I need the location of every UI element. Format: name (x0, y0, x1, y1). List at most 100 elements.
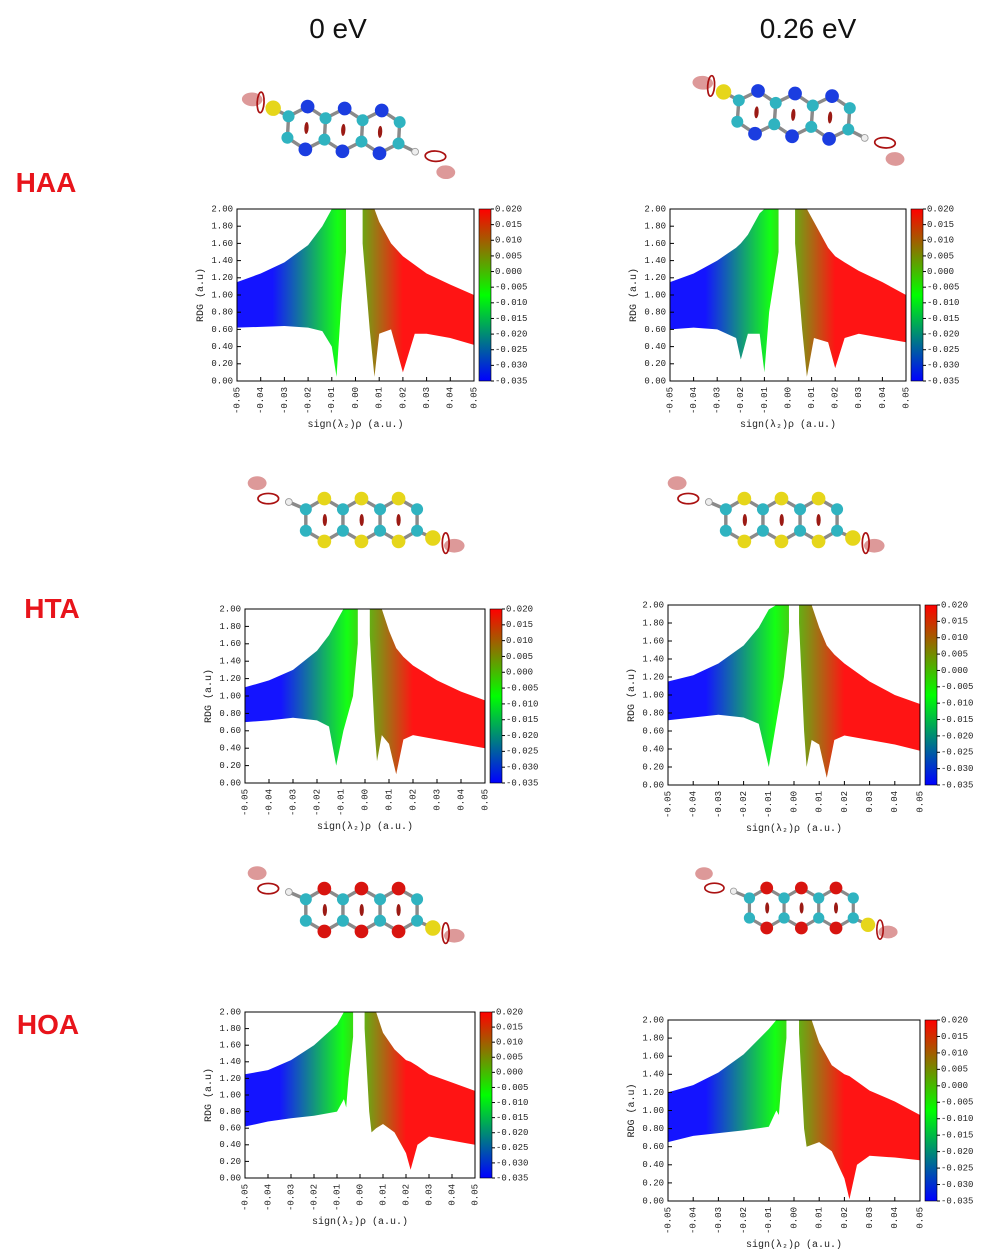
x-axis-label: sign(λ₂)ρ (a.u.) (746, 1239, 842, 1251)
colorbar-tick-label: 0.015 (941, 1032, 968, 1042)
y-tick-label: 0.80 (642, 708, 664, 718)
rdg-band (668, 605, 920, 778)
colorbar-tick-label: 0.015 (941, 617, 968, 627)
y-tick-label: 1.40 (642, 654, 664, 664)
y-tick-label: 1.60 (642, 636, 664, 646)
x-tick-label: -0.03 (714, 791, 724, 818)
y-tick-label: 1.40 (219, 657, 241, 667)
x-tick-label: -0.04 (264, 789, 274, 816)
colorbar-tick-label: -0.005 (941, 1098, 973, 1108)
colorbar-tick-label: -0.015 (927, 314, 959, 324)
figure: 0 eV 0.26 eV HAA HTA HOA -0.05-0.04-0.03… (0, 0, 983, 1252)
y-tick-label: 1.80 (642, 1033, 664, 1043)
y-tick-label: 2.00 (642, 1015, 664, 1025)
y-tick-label: 1.80 (211, 222, 233, 232)
x-tick-label: 0.03 (854, 387, 864, 409)
colorbar (490, 609, 502, 783)
rdg-band (668, 1020, 920, 1199)
colorbar-tick-label: 0.015 (506, 620, 533, 630)
y-tick-label: 1.60 (219, 1041, 241, 1051)
colorbar-tick-label: 0.005 (496, 1053, 523, 1063)
x-tick-label: -0.02 (739, 1207, 749, 1234)
x-tick-label: 0.00 (789, 791, 799, 813)
colorbar-tick-label: -0.005 (496, 1083, 528, 1093)
y-tick-label: 0.60 (644, 325, 666, 335)
y-tick-label: 0.00 (211, 376, 233, 386)
x-tick-label: 0.02 (408, 789, 418, 811)
colorbar-tick-label: 0.005 (941, 649, 968, 659)
y-tick-label: 0.80 (644, 308, 666, 318)
colorbar-tick-label: -0.025 (927, 345, 959, 355)
y-tick-label: 0.00 (219, 778, 241, 788)
y-tick-label: 0.40 (642, 1160, 664, 1170)
colorbar-tick-label: 0.020 (941, 600, 968, 610)
x-tick-label: -0.05 (663, 1207, 673, 1234)
x-tick-label: -0.01 (764, 791, 774, 818)
molecule (688, 74, 910, 166)
y-tick-label: 1.20 (644, 273, 666, 283)
y-tick-label: 0.80 (219, 1107, 241, 1117)
colorbar (911, 209, 923, 381)
x-axis-label: sign(λ₂)ρ (a.u.) (746, 823, 842, 835)
column-title: 0.26 eV (760, 13, 857, 44)
y-tick-label: 1.00 (642, 690, 664, 700)
colorbar-tick-label: -0.035 (927, 376, 959, 386)
colorbar-tick-label: 0.020 (927, 204, 954, 214)
colorbar-tick-label: 0.000 (506, 668, 533, 678)
colorbar-tick-label: -0.005 (495, 283, 527, 293)
colorbar-tick-label: -0.035 (496, 1173, 528, 1183)
x-tick-label: 0.02 (398, 387, 408, 409)
colorbar-tick-label: 0.010 (506, 636, 533, 646)
y-axis-label: RDG (a.u) (195, 268, 207, 322)
x-tick-label: -0.01 (764, 1207, 774, 1234)
x-tick-label: 0.03 (424, 1184, 434, 1206)
y-tick-label: 0.60 (642, 1142, 664, 1152)
row-label: HAA (16, 167, 77, 198)
y-tick-label: 1.80 (642, 618, 664, 628)
colorbar-tick-label: -0.025 (941, 1163, 973, 1173)
rdg-band (237, 209, 474, 377)
y-tick-label: 0.00 (642, 1196, 664, 1206)
molecule (668, 476, 885, 553)
y-tick-label: 0.80 (211, 308, 233, 318)
x-tick-label: 0.01 (807, 387, 817, 409)
x-tick-label: 0.01 (815, 791, 825, 813)
y-tick-label: 1.60 (219, 639, 241, 649)
colorbar-tick-label: -0.015 (941, 1131, 973, 1141)
y-tick-label: 1.20 (642, 672, 664, 682)
x-tick-label: 0.05 (915, 791, 925, 813)
x-tick-label: -0.05 (663, 791, 673, 818)
y-tick-label: 1.00 (219, 691, 241, 701)
rdg-band (245, 609, 485, 774)
molecule (248, 476, 465, 553)
colorbar-tick-label: -0.020 (506, 731, 538, 741)
x-tick-label: 0.00 (789, 1207, 799, 1229)
y-tick-label: 1.00 (211, 290, 233, 300)
x-tick-label: 0.02 (401, 1184, 411, 1206)
x-tick-label: -0.03 (286, 1184, 296, 1211)
x-tick-label: 0.04 (878, 387, 888, 409)
x-tick-label: -0.01 (327, 387, 337, 414)
y-tick-label: 0.60 (219, 726, 241, 736)
x-tick-label: -0.05 (232, 387, 242, 414)
x-tick-label: 0.03 (865, 791, 875, 813)
y-tick-label: 1.40 (219, 1057, 241, 1067)
x-tick-label: 0.02 (840, 1207, 850, 1229)
colorbar (480, 1012, 492, 1178)
row-label: HTA (24, 593, 79, 624)
y-tick-label: 1.60 (211, 239, 233, 249)
y-tick-label: 0.40 (219, 1140, 241, 1150)
colorbar-tick-label: 0.000 (941, 666, 968, 676)
x-tick-label: -0.01 (336, 789, 346, 816)
colorbar-tick-label: 0.015 (496, 1022, 523, 1032)
x-tick-label: 0.00 (783, 387, 793, 409)
colorbar-tick-label: -0.030 (941, 764, 973, 774)
x-tick-label: -0.04 (689, 1207, 699, 1234)
x-tick-label: -0.03 (288, 789, 298, 816)
y-tick-label: 0.40 (211, 342, 233, 352)
colorbar-tick-label: 0.010 (495, 236, 522, 246)
y-axis-label: RDG (a.u) (626, 668, 638, 722)
y-tick-label: 1.00 (642, 1106, 664, 1116)
y-tick-label: 0.00 (219, 1173, 241, 1183)
x-tick-label: 0.02 (831, 387, 841, 409)
